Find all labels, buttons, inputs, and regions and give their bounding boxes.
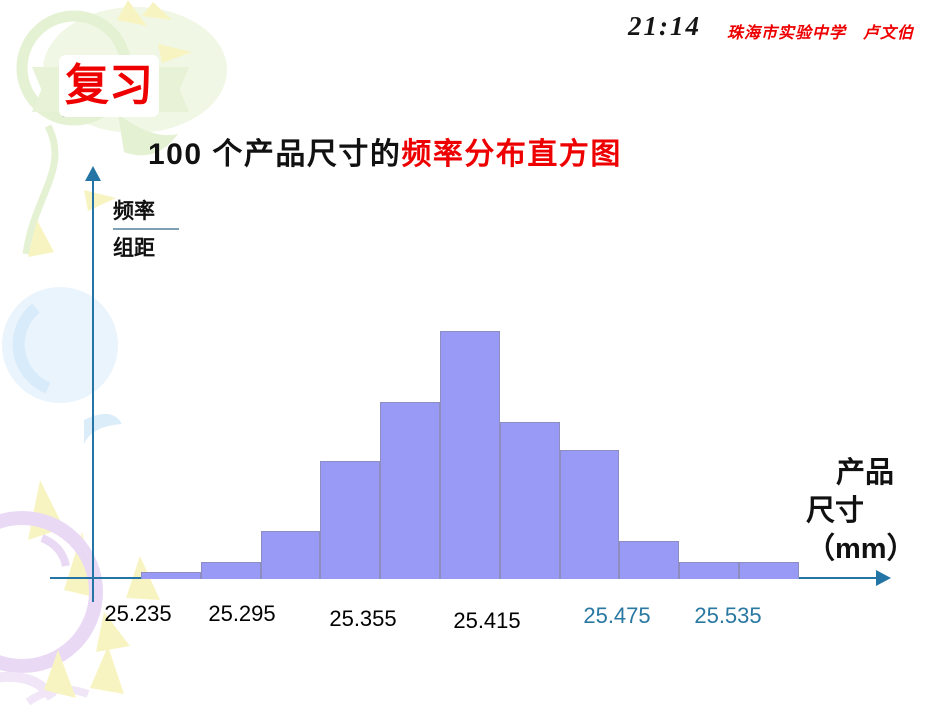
fraction-bar <box>113 228 179 230</box>
histogram-bar-10 <box>739 562 799 579</box>
histogram-bars <box>141 319 801 579</box>
x-tick-label-25.415: 25.415 <box>453 608 521 633</box>
y-axis-label-numerator: 频率 <box>113 200 155 223</box>
x-tick-label-25.535: 25.535 <box>694 603 762 628</box>
title-highlight: 频率分布直方图 <box>401 138 622 171</box>
x-axis-arrow-icon <box>876 570 891 586</box>
page-title: 100 个产品尺寸的频率分布直方图 <box>148 129 622 173</box>
histogram-bar-1 <box>200 562 261 579</box>
histogram-bar-7 <box>559 450 620 579</box>
x-axis-label-line: （mm） <box>806 533 916 565</box>
title-prefix: 100 个产品尺寸的 <box>148 138 402 171</box>
histogram-bar-2 <box>260 531 321 579</box>
x-tick-label-25.295: 25.295 <box>208 601 276 626</box>
histogram-bar-3 <box>320 461 381 579</box>
x-tick-label-25.235: 25.235 <box>104 601 172 626</box>
histogram-bar-4 <box>380 402 440 579</box>
clock-time: 21:14 <box>628 11 701 41</box>
histogram-bar-8 <box>619 541 680 579</box>
x-axis-label-line: 尺寸 <box>806 495 865 527</box>
y-axis-label-denominator: 组距 <box>113 237 155 260</box>
histogram-bar-5 <box>440 331 500 579</box>
school-author-byline: 珠海市实验中学 卢文伯 <box>727 25 915 42</box>
y-axis-label: 频率 组距 <box>113 195 179 262</box>
x-axis-label-line: 产品 <box>836 457 895 489</box>
histogram-bar-6 <box>499 422 560 579</box>
x-tick-label-25.355: 25.355 <box>329 606 397 631</box>
x-tick-label-25.475: 25.475 <box>583 603 651 628</box>
histogram-bar-9 <box>679 562 739 579</box>
y-axis-arrow-icon <box>85 166 101 181</box>
x-axis-label: 产品 尺寸 （mm） <box>806 454 916 568</box>
